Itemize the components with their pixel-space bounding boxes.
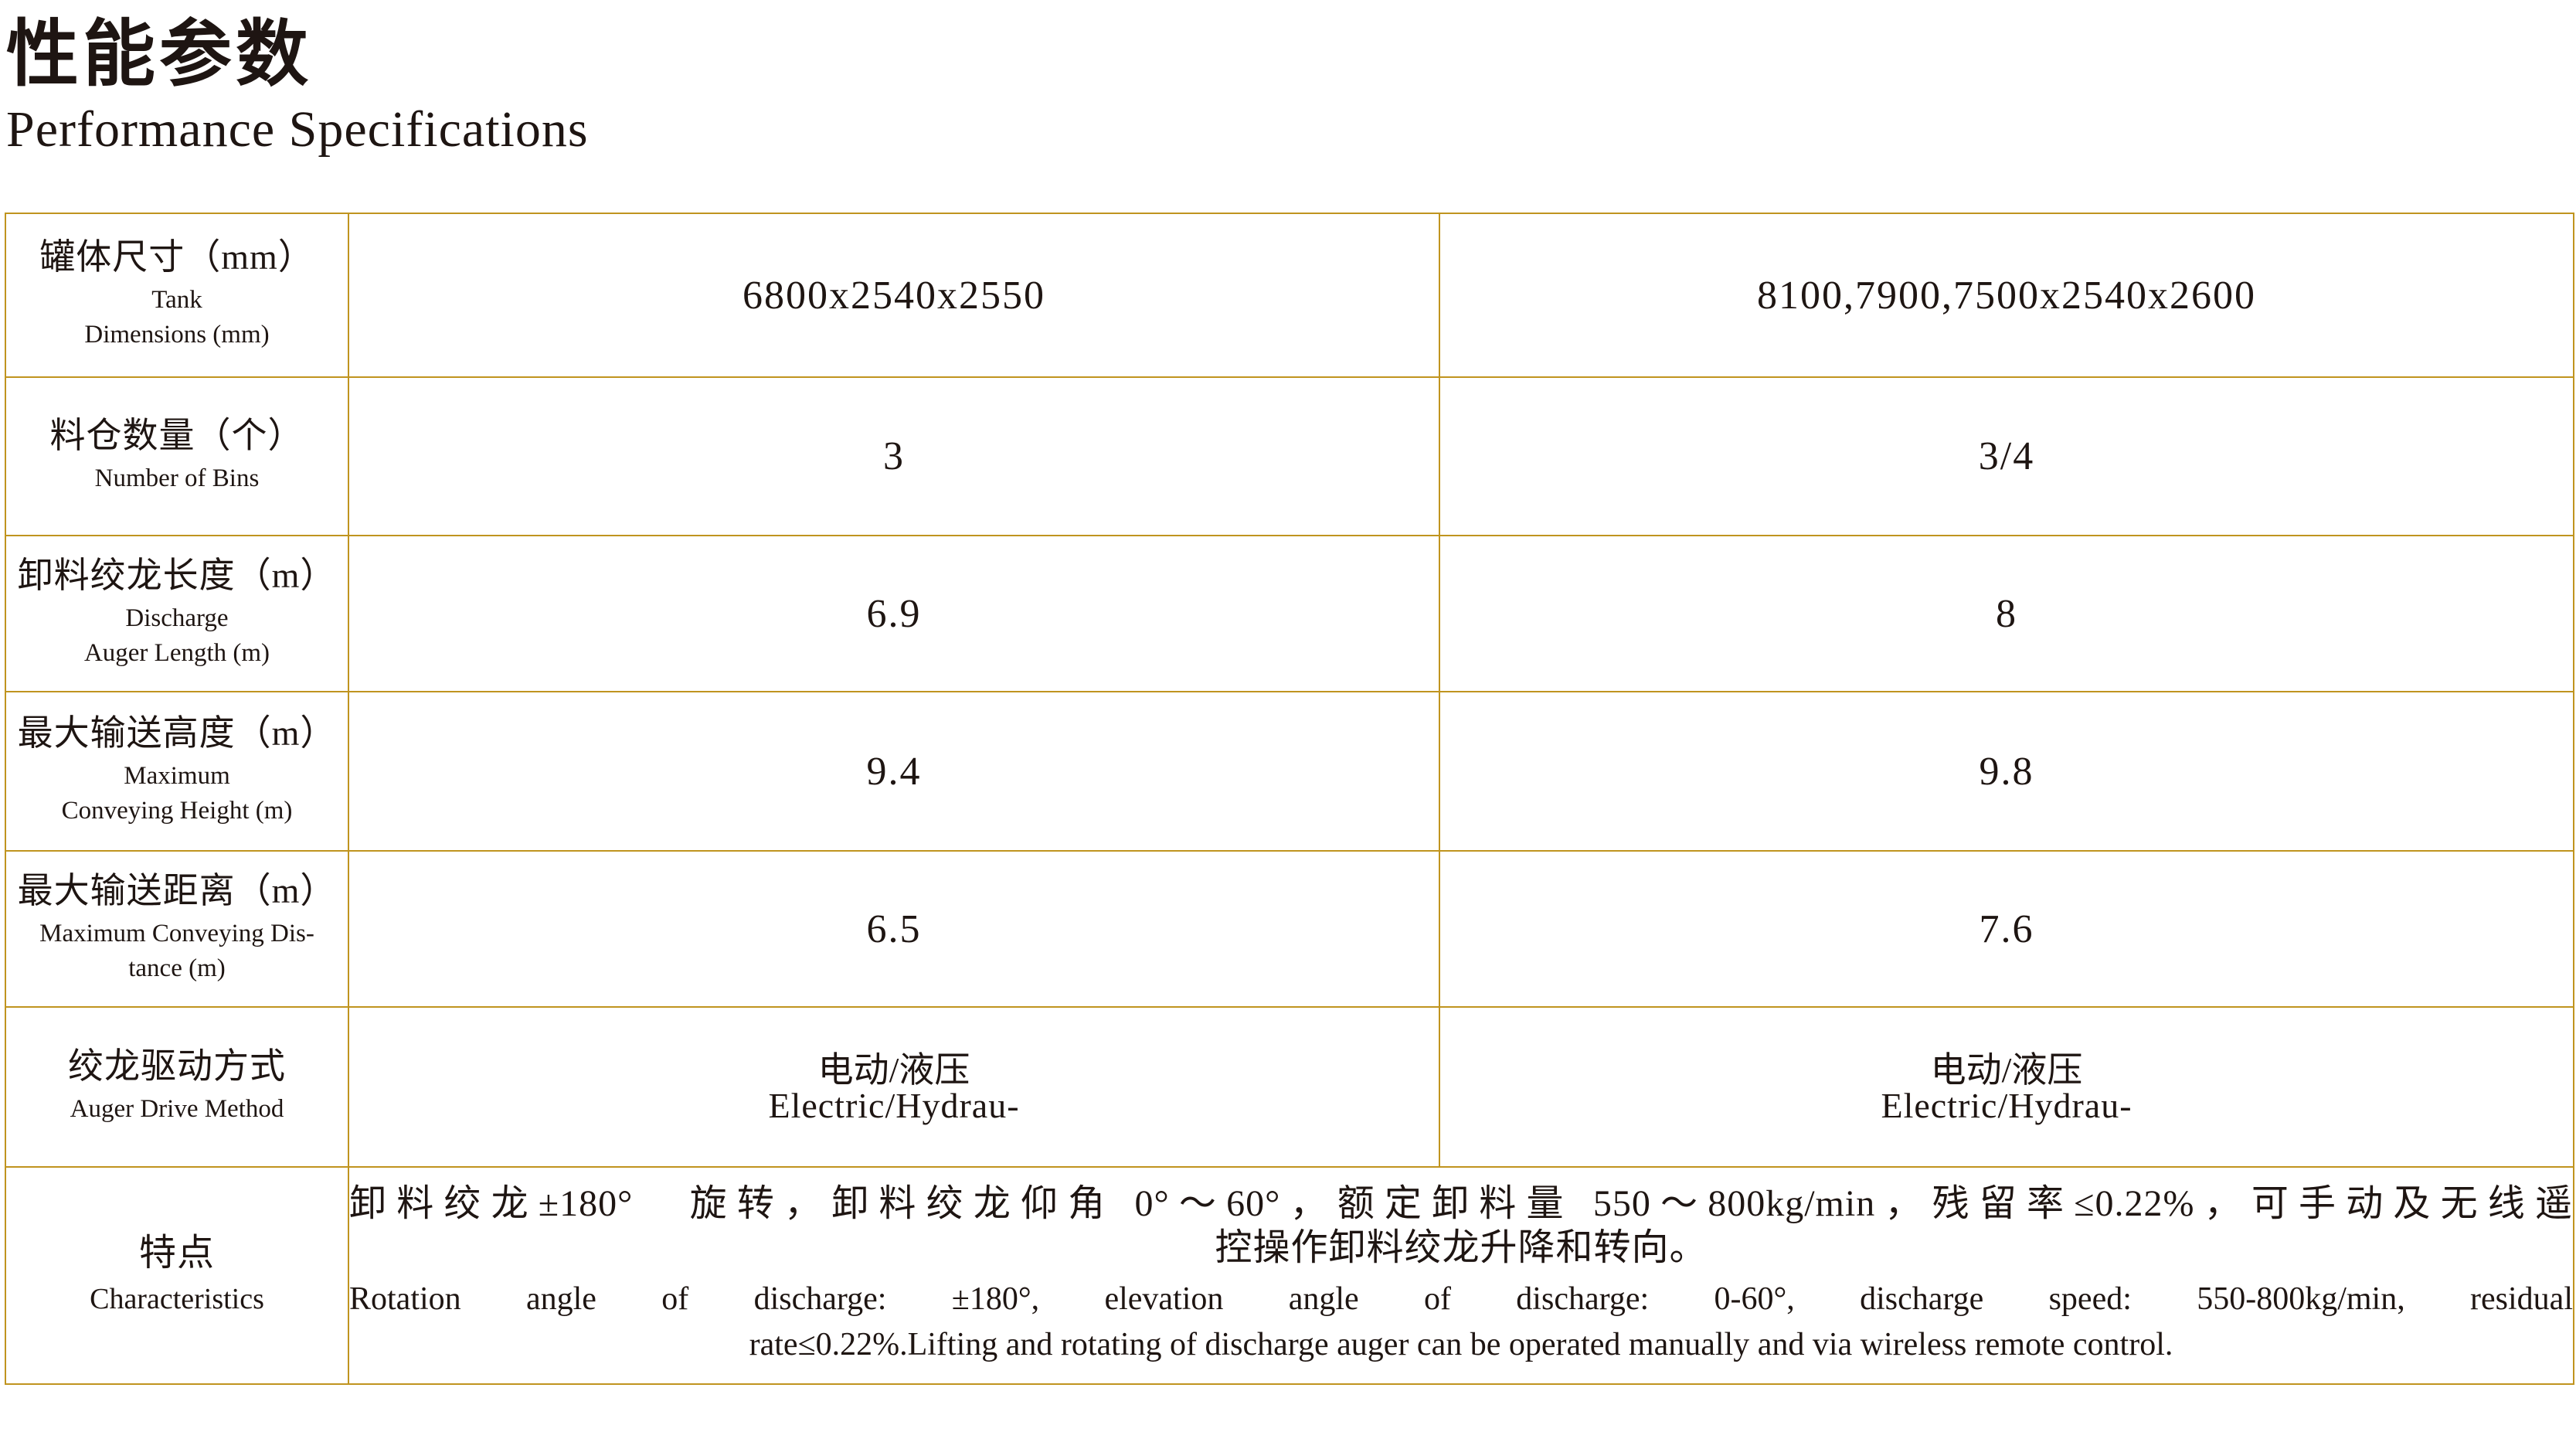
row-label-cell: 料仓数量（个） Number of Bins xyxy=(5,376,349,536)
row-label-en-line: tance (m) xyxy=(128,954,226,983)
value-cell: 电动/液压 Electric/Hydrau- xyxy=(1439,1006,2574,1168)
row-label-cn: 特点 xyxy=(138,1232,215,1274)
table-row-auger-drive-method: 绞龙驱动方式 Auger Drive Method 电动/液压 Electric… xyxy=(5,1006,2574,1168)
row-label-en: Characteristics xyxy=(7,1279,347,1319)
value-cell: 电动/液压 Electric/Hydrau- xyxy=(348,1006,1440,1168)
value-text: 8 xyxy=(1996,591,2017,636)
row-label-cell: 卸料绞龙长度（m） Discharge Auger Length (m) xyxy=(5,535,349,692)
value-cell: 9.4 xyxy=(348,691,1440,852)
row-label-en-line: Auger Drive Method xyxy=(70,1095,284,1124)
value-text: 9.8 xyxy=(1979,749,2034,794)
row-label-cn: 最大输送距离（m） xyxy=(17,871,337,911)
value-text: 7.6 xyxy=(1979,906,2034,951)
row-label-en-line: Conveying Height (m) xyxy=(61,797,293,825)
row-label-cn: 绞龙驱动方式 xyxy=(68,1046,286,1087)
row-label-cn: 罐体尺寸（mm） xyxy=(39,237,314,277)
table-row-max-conveying-distance: 最大输送距离（m） Maximum Conveying Dis- tance (… xyxy=(5,850,2574,1008)
row-label-en: Discharge Auger Length (m) xyxy=(7,601,347,672)
row-label-cn: 料仓数量（个） xyxy=(49,416,304,456)
row-label-en-line: Dimensions (mm) xyxy=(84,321,270,349)
characteristics-cn-line: 卸料绞龙±180° 旋转，卸料绞龙仰角 0°～60°，额定卸料量 550～800… xyxy=(349,1183,2573,1225)
value-text: 9.4 xyxy=(866,749,922,794)
value-cell: 9.8 xyxy=(1439,691,2574,852)
characteristics-cell: 卸料绞龙±180° 旋转，卸料绞龙仰角 0°～60°，额定卸料量 550～800… xyxy=(348,1166,2574,1385)
characteristics-cn-line: 控操作卸料绞龙升降和转向。 xyxy=(1215,1226,1708,1268)
table-row-discharge-auger-length: 卸料绞龙长度（m） Discharge Auger Length (m) 6.9… xyxy=(5,535,2574,692)
table-row-tank-dimensions: 罐体尺寸（mm） Tank Dimensions (mm) 6800x2540x… xyxy=(5,213,2574,378)
row-label-en-line: Maximum Conveying Dis- xyxy=(39,919,314,947)
value-cell: 8100,7900,7500x2540x2600 xyxy=(1439,213,2574,378)
page-header: 性能参数 Performance Specifications xyxy=(6,17,589,155)
value-cell: 3/4 xyxy=(1439,376,2574,536)
page-title-cn: 性能参数 xyxy=(6,15,313,95)
characteristics-en-line: rate≤0.22%.Lifting and rotating of disch… xyxy=(749,1327,2173,1363)
row-label-en-line: Discharge xyxy=(125,604,229,632)
row-label-en: Number of Bins xyxy=(7,461,347,497)
value-text: 6.9 xyxy=(866,591,922,636)
value-text: 3/4 xyxy=(1978,434,2035,478)
value-cell: 3 xyxy=(348,376,1440,536)
row-label-cn: 最大输送高度（m） xyxy=(17,713,337,753)
row-label-cell: 罐体尺寸（mm） Tank Dimensions (mm) xyxy=(5,213,349,378)
value-cell: 8 xyxy=(1439,535,2574,692)
value-cell: 6.5 xyxy=(348,850,1440,1008)
characteristics-en-line: Rotation angle of discharge: ±180°, elev… xyxy=(349,1281,2573,1317)
characteristics-cn: 卸料绞龙±180° 旋转，卸料绞龙仰角 0°～60°，额定卸料量 550～800… xyxy=(349,1182,2573,1270)
row-label-en: Maximum Conveying Height (m) xyxy=(7,759,347,829)
value-text: 6.5 xyxy=(866,906,922,951)
row-label-cn: 卸料绞龙长度（m） xyxy=(17,556,337,596)
table-row-number-of-bins: 料仓数量（个） Number of Bins 3 3/4 xyxy=(5,376,2574,536)
row-label-cell: 特点 Characteristics xyxy=(5,1166,349,1385)
page-title-en: Performance Specifications xyxy=(6,100,589,158)
row-label-en-line: Tank xyxy=(151,285,202,314)
table-row-characteristics: 特点 Characteristics 卸料绞龙±180° 旋转，卸料绞龙仰角 0… xyxy=(5,1166,2574,1385)
row-label-en: Tank Dimensions (mm) xyxy=(7,283,347,353)
row-label-cell: 最大输送高度（m） Maximum Conveying Height (m) xyxy=(5,691,349,852)
table-row-max-conveying-height: 最大输送高度（m） Maximum Conveying Height (m) 9… xyxy=(5,691,2574,852)
characteristics-en: Rotation angle of discharge: ±180°, elev… xyxy=(349,1277,2573,1369)
row-label-en-line: Characteristics xyxy=(90,1282,264,1315)
value-text: 8100,7900,7500x2540x2600 xyxy=(1757,273,2256,318)
value-text: 3 xyxy=(883,434,905,478)
row-label-en: Auger Drive Method xyxy=(7,1092,347,1128)
drive-method-cn: 电动/液压 xyxy=(817,1049,970,1090)
drive-method-en: Electric/Hydrau- xyxy=(768,1085,1020,1125)
drive-method-en: Electric/Hydrau- xyxy=(1881,1085,2133,1125)
row-label-en-line: Maximum xyxy=(124,761,230,790)
row-label-cell: 最大输送距离（m） Maximum Conveying Dis- tance (… xyxy=(5,850,349,1008)
value-cell: 6.9 xyxy=(348,535,1440,692)
row-label-en-line: Auger Length (m) xyxy=(83,639,270,668)
performance-spec-table: 罐体尺寸（mm） Tank Dimensions (mm) 6800x2540x… xyxy=(5,213,2574,1385)
drive-method-cn: 电动/液压 xyxy=(1930,1049,2083,1090)
value-text: 6800x2540x2550 xyxy=(743,273,1045,318)
row-label-cell: 绞龙驱动方式 Auger Drive Method xyxy=(5,1006,349,1168)
value-cell: 6800x2540x2550 xyxy=(348,213,1440,378)
value-cell: 7.6 xyxy=(1439,850,2574,1008)
row-label-en-line: Number of Bins xyxy=(94,464,260,493)
row-label-en: Maximum Conveying Dis- tance (m) xyxy=(7,917,347,987)
